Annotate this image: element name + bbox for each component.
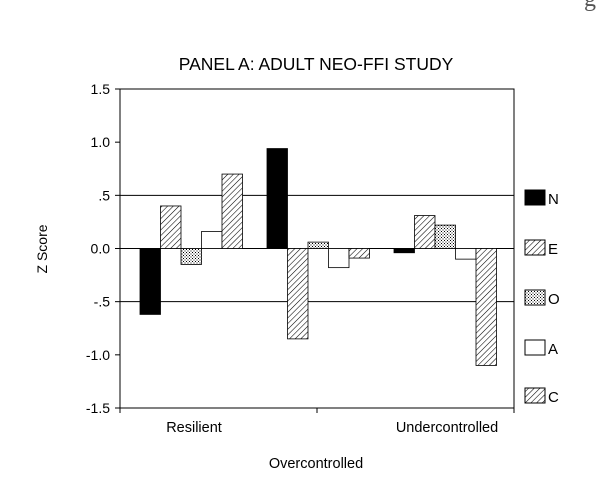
x-tick-label-undercontrolled: Undercontrolled [396, 420, 498, 436]
bar-o-resilient [180, 248, 202, 265]
y-tick-label: 1.5 [91, 81, 111, 97]
chart-title: PANEL A: ADULT NEO-FFI STUDY [179, 54, 454, 74]
bar-e-resilient [160, 205, 182, 249]
y-tick-label: -1.0 [86, 347, 110, 363]
bar-a-undercontrolled [455, 248, 477, 260]
legend-label-c: C [548, 389, 559, 406]
bar-a-overcontrolled [328, 248, 350, 269]
bar-e-overcontrolled [287, 248, 309, 340]
legend-swatch-e [524, 239, 546, 256]
y-tick-label: -1.5 [86, 400, 110, 416]
bar-a-resilient [201, 231, 223, 249]
y-tick-label: 1.0 [91, 134, 111, 150]
bar-e-undercontrolled [414, 215, 436, 249]
bar-c-overcontrolled [348, 248, 370, 259]
y-ticks: 1.5 1.0 .5 0.0 -.5 -1.0 -1.5 [86, 81, 120, 416]
legend-swatch-n [524, 189, 546, 206]
legend-label-o: O [548, 291, 560, 308]
bars-group [139, 148, 497, 366]
bar-n-overcontrolled [266, 148, 288, 249]
bar-c-resilient [221, 173, 243, 249]
x-ticks: Resilient Undercontrolled [119, 408, 515, 436]
bar-o-overcontrolled [307, 241, 329, 249]
legend-swatch-a [524, 339, 546, 356]
legend-swatch-c [524, 387, 546, 404]
corner-letter: g [584, 0, 596, 13]
y-tick-label: .5 [98, 187, 110, 203]
bar-n-resilient [139, 248, 161, 315]
legend-swatch-o [524, 289, 546, 306]
x-axis-label: Overcontrolled [269, 456, 363, 472]
legend-label-n: N [548, 191, 559, 208]
bar-o-undercontrolled [434, 224, 456, 249]
bar-n-undercontrolled [393, 248, 415, 254]
page-corner-fragment: g [580, 0, 604, 22]
legend-label-e: E [548, 241, 558, 258]
legend: N E O A C [524, 189, 560, 406]
bar-c-undercontrolled [475, 248, 497, 366]
y-tick-label: -.5 [94, 294, 111, 310]
y-tick-label: 0.0 [91, 241, 111, 257]
legend-label-a: A [548, 341, 558, 358]
y-axis-label: Z Score [34, 224, 50, 273]
x-tick-label-resilient: Resilient [166, 420, 222, 436]
